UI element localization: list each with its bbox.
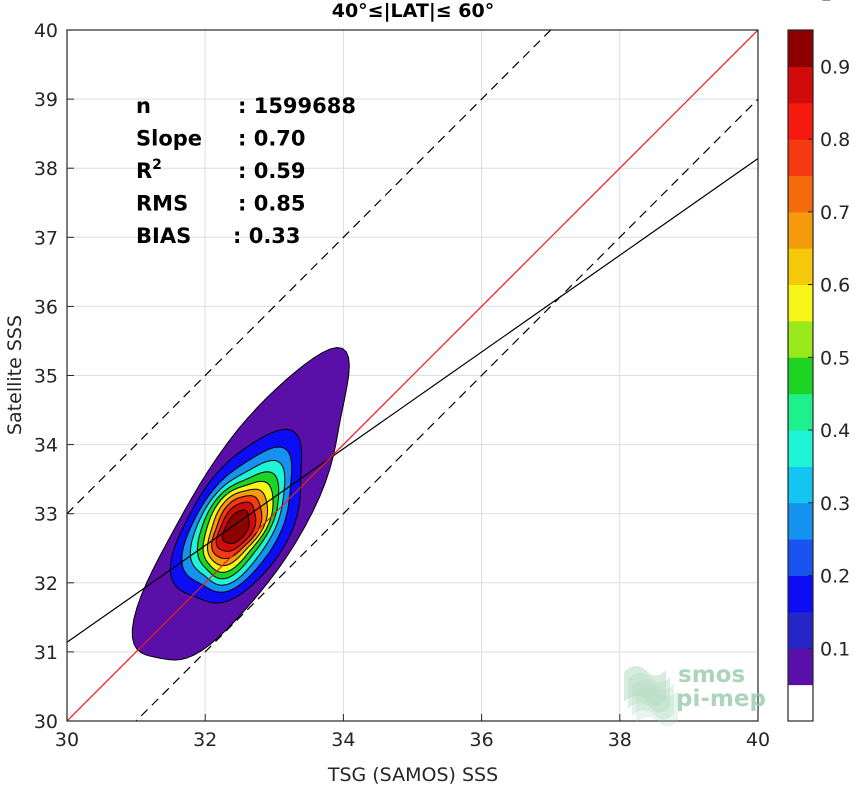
colorbar-swatch [788,430,813,467]
x-axis-label: TSG (SAMOS) SSS [327,764,498,786]
chart-title: 40°≤|LAT|≤ 60° [332,0,495,22]
density-contours [131,346,350,661]
colorbar-swatch [788,30,813,67]
stat-label: n [136,94,151,118]
y-tick-label: 40 [34,20,58,42]
stat-value: : 0.70 [238,127,306,151]
colorbar-swatch [788,66,813,104]
stat-label: BIAS [136,224,191,248]
colorbar-frame [787,29,814,722]
colorbar-swatch [788,139,813,176]
upper-bound-line [67,30,552,515]
plot-area: 30 32 34 36 38 40 30 31 32 33 34 35 36 37 38 39 40 [34,20,770,751]
colorbar-tick-label: 0.3 [820,493,850,515]
stat-label: RMS [136,192,188,216]
colorbar-tick-label: 0.1 [820,638,850,660]
x-tick-label: 32 [193,729,217,751]
regression-line [67,158,758,643]
colorbar-swatch [788,539,813,577]
colorbar-swatch [788,575,813,613]
colorbar-tick-label: 1 [820,0,832,6]
stat-value: : 0.85 [238,192,306,216]
stat-label: Slope [136,127,202,151]
stat-value: : 1599688 [238,94,356,118]
colorbar-swatch [788,357,813,395]
colorbar-swatch [788,102,813,140]
y-tick-label: 32 [34,573,58,595]
colorbar-swatch [788,248,813,286]
identity-line [67,30,758,721]
y-tick-label: 34 [34,435,58,457]
lower-bound-line [135,98,758,721]
y-tick-label: 35 [34,366,58,388]
y-tick-label: 39 [34,89,58,111]
smos-logo-icon [624,666,678,727]
colorbar-swatch [788,502,813,540]
x-tick-label: 36 [470,729,494,751]
y-tick-label: 31 [34,642,58,664]
y-axis-label: Satellite SSS [4,315,26,435]
x-tick-label: 40 [746,729,770,751]
colorbar: 0.1 0.2 0.3 0.4 0.5 0.6 0.7 0.8 0.9 1 [787,0,850,722]
stat-value: : 0.33 [233,224,301,248]
colorbar-swatch [788,211,813,249]
watermark-line1: smos [678,662,745,688]
colorbar-swatch [788,684,813,722]
colorbar-tick-label: 0.8 [820,129,850,151]
x-tick-label: 30 [55,729,79,751]
colorbar-tick-label: 0.4 [820,420,850,442]
colorbar-tick-label: 0.2 [820,566,850,588]
colorbar-swatch [788,284,813,322]
y-tick-label: 38 [34,158,58,180]
x-tick-label: 34 [331,729,355,751]
colorbar-tick-label: 0.5 [820,347,850,369]
colorbar-tick-label: 0.6 [820,275,850,297]
y-tick-label: 36 [34,296,58,318]
colorbar-swatch [788,320,813,358]
colorbar-swatch [788,393,813,431]
colorbar-tick-label: 0.7 [820,202,850,224]
colorbar-swatch [788,466,813,504]
y-tick-label: 33 [34,504,58,526]
contour-level [221,509,250,545]
colorbar-swatch [788,175,813,213]
colorbar-swatch [788,648,813,686]
y-tick-label: 30 [34,711,58,733]
y-tick-label: 37 [34,227,58,249]
x-tick-label: 38 [608,729,632,751]
watermark-line2: pi-mep [676,686,766,712]
stat-value: : 0.59 [238,159,306,183]
colorbar-tick-label: 0.9 [820,56,850,78]
colorbar-swatch [788,611,813,649]
reference-lines [67,30,758,721]
